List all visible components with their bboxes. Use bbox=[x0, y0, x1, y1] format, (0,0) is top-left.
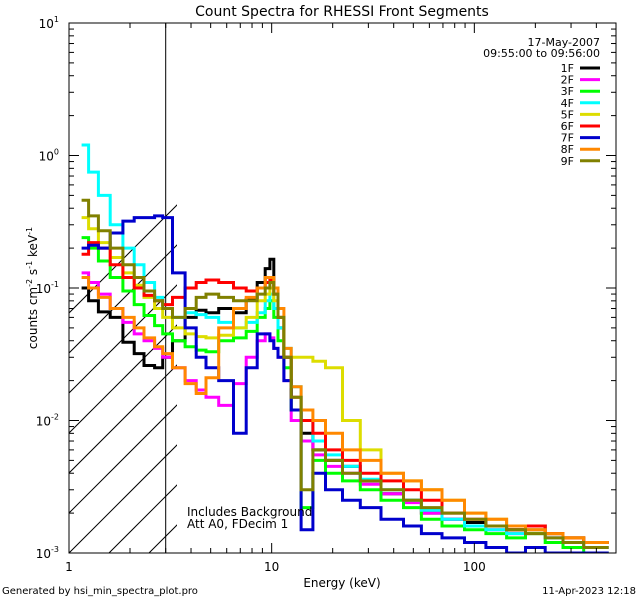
hatch-line bbox=[69, 364, 177, 474]
hatch-line bbox=[69, 284, 177, 394]
x-axis-label: Energy (keV) bbox=[303, 576, 380, 590]
series-layer bbox=[81, 143, 609, 553]
legend-label-5F: 5F bbox=[561, 108, 574, 121]
y-label-exp-1: -2 bbox=[25, 279, 34, 287]
chart-title: Count Spectra for RHESSI Front Segments bbox=[195, 4, 489, 20]
y-label-part-3: keV bbox=[26, 234, 40, 261]
y-axis-label: counts cm-2 s-1 keV-1 bbox=[25, 227, 40, 349]
y-tick-exponent: -1 bbox=[51, 280, 59, 289]
y-tick-exponent: 0 bbox=[54, 148, 59, 157]
y-tick-label: 10-2 bbox=[36, 413, 59, 429]
y-tick-mantissa: 10 bbox=[36, 415, 51, 429]
footer-generated-by: Generated by hsi_min_spectra_plot.pro bbox=[2, 586, 198, 597]
series-7F bbox=[81, 214, 609, 553]
y-label-part-2: s bbox=[26, 269, 40, 279]
legend-label-7F: 7F bbox=[561, 132, 574, 145]
y-tick-label: 10-3 bbox=[36, 545, 59, 561]
hatch-line bbox=[389, 23, 640, 553]
legend-label-9F: 9F bbox=[561, 155, 574, 168]
x-tick-label: 10 bbox=[264, 560, 279, 574]
hatch-line bbox=[69, 404, 177, 514]
hatch-line bbox=[69, 444, 177, 553]
legend-label-8F: 8F bbox=[561, 143, 574, 156]
series-4F bbox=[81, 143, 609, 549]
series-9F bbox=[81, 198, 609, 549]
time-range: 09:55:00 to 09:56:00 bbox=[483, 47, 600, 60]
legend-label-4F: 4F bbox=[561, 97, 574, 110]
y-tick-exponent: -2 bbox=[51, 413, 59, 422]
y-tick-exponent: 1 bbox=[54, 15, 59, 24]
y-tick-label: 101 bbox=[39, 15, 59, 31]
legend-label-1F: 1F bbox=[561, 62, 574, 75]
series-8F bbox=[81, 276, 609, 544]
axis-ticks bbox=[68, 22, 617, 554]
legend-label-3F: 3F bbox=[561, 85, 574, 98]
x-tick-label: 1 bbox=[65, 560, 73, 574]
y-tick-exponent: -3 bbox=[51, 545, 59, 554]
footer-timestamp: 11-Apr-2023 12:18 bbox=[542, 586, 636, 597]
hatch-line bbox=[509, 23, 640, 553]
y-tick-mantissa: 10 bbox=[39, 150, 54, 164]
y-tick-mantissa: 10 bbox=[39, 17, 54, 31]
annotation-attenuator: Att A0, FDecim 1 bbox=[187, 517, 288, 531]
y-label-part-1: counts cm bbox=[26, 287, 40, 349]
series-5F bbox=[81, 216, 609, 544]
y-tick-mantissa: 10 bbox=[36, 282, 51, 296]
y-tick-mantissa: 10 bbox=[36, 547, 51, 561]
series-6F bbox=[81, 241, 609, 544]
series-2F bbox=[81, 271, 609, 549]
y-tick-label: 10-1 bbox=[36, 280, 59, 296]
hatch-line bbox=[229, 23, 640, 553]
y-label-exp-3: -1 bbox=[25, 227, 34, 235]
legend-label-6F: 6F bbox=[561, 120, 574, 133]
observation-date: 17-May-2007 bbox=[528, 36, 600, 49]
annotation-background: Includes Background bbox=[187, 505, 312, 519]
series-3F bbox=[81, 236, 609, 553]
legend-label-2F: 2F bbox=[561, 74, 574, 87]
y-tick-label: 100 bbox=[39, 148, 59, 164]
x-tick-label: 100 bbox=[463, 560, 486, 574]
y-label-exp-2: -1 bbox=[25, 261, 34, 269]
hatch-line bbox=[629, 23, 640, 553]
